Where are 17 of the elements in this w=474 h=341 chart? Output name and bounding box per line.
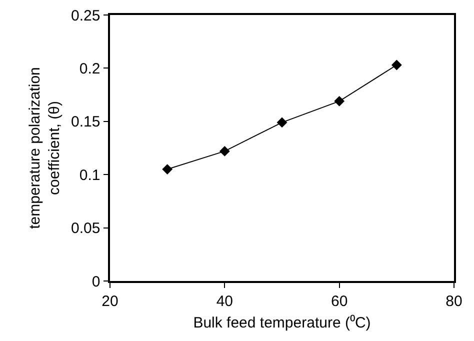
point <box>162 164 173 174</box>
x-tick-label: 80 <box>446 292 462 310</box>
x-tick-label: 40 <box>216 292 234 310</box>
point <box>391 60 402 70</box>
point <box>276 117 288 128</box>
y-tick-label: 0.1 <box>79 166 100 184</box>
x-tick-label: 60 <box>330 292 348 310</box>
point <box>334 96 345 106</box>
x-tick-label: 20 <box>102 292 118 310</box>
point <box>219 146 230 156</box>
y-tick-label: 0.25 <box>71 7 100 24</box>
x-axis-title: Bulk feed temperature (⁰C) <box>193 314 371 332</box>
y-axis-title: temperature polarization coefficient, (θ) <box>26 67 63 229</box>
y-tick-label: 0.2 <box>79 60 100 78</box>
y-tick-label: 0.05 <box>71 220 100 238</box>
y-tick-label: 0 <box>92 273 100 290</box>
y-tick-label: 0.15 <box>71 114 100 131</box>
